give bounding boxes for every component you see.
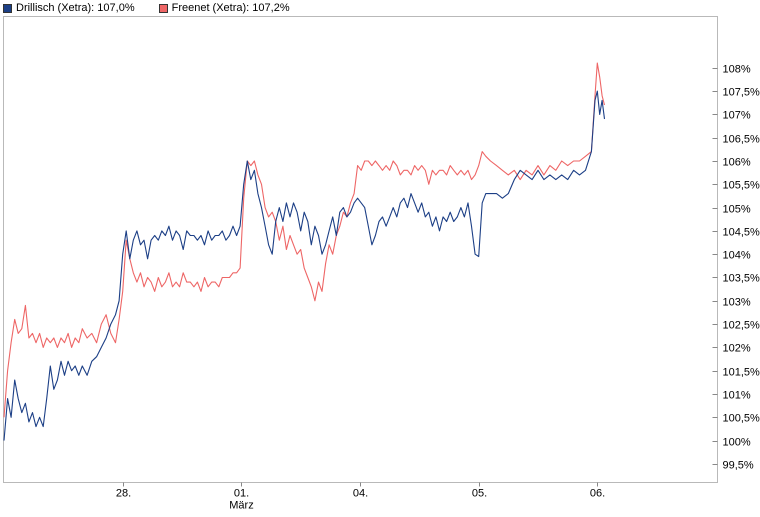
y-tick-label: 101,5% bbox=[723, 367, 760, 379]
x-tick-sublabel: März bbox=[229, 500, 253, 512]
y-tick-label: 100% bbox=[723, 437, 751, 449]
legend-item-freenet[interactable]: Freenet (Xetra): 107,2% bbox=[158, 2, 290, 14]
y-tick-label: 103,5% bbox=[723, 273, 760, 285]
y-tick-label: 104% bbox=[723, 250, 751, 262]
y-tick-label: 102% bbox=[723, 343, 751, 355]
legend-item-drillisch[interactable]: Drillisch (Xetra): 107,0% bbox=[3, 2, 135, 14]
y-tick-label: 100,5% bbox=[723, 413, 760, 425]
series-layer bbox=[3, 62, 606, 441]
y-tick-label: 106% bbox=[723, 157, 751, 169]
x-tick-label: 06. bbox=[590, 488, 605, 500]
legend-swatch-drillisch bbox=[3, 3, 12, 13]
y-tick-label: 105% bbox=[723, 204, 751, 216]
plot-area-frame bbox=[3, 16, 718, 483]
legend: Drillisch (Xetra): 107,0% Freenet (Xetra… bbox=[3, 1, 314, 15]
legend-label-drillisch: Drillisch (Xetra): 107,0% bbox=[16, 2, 135, 14]
x-tick-label: 28. bbox=[116, 488, 131, 500]
y-tick-label: 106,5% bbox=[723, 134, 760, 146]
y-tick-label: 102,5% bbox=[723, 320, 760, 332]
x-tick-label: 01. bbox=[234, 488, 249, 500]
legend-label-freenet: Freenet (Xetra): 107,2% bbox=[171, 2, 290, 14]
y-tick-label: 101% bbox=[723, 390, 751, 402]
x-tick-label: 04. bbox=[353, 488, 368, 500]
y-tick-label: 99,5% bbox=[723, 460, 754, 472]
y-tick-label: 105,5% bbox=[723, 180, 760, 192]
y-tick-label: 103% bbox=[723, 297, 751, 309]
y-tick-label: 107,5% bbox=[723, 87, 760, 99]
x-tick-label: 05. bbox=[472, 488, 487, 500]
y-tick-label: 104,5% bbox=[723, 227, 760, 239]
y-tick-label: 108% bbox=[723, 64, 751, 76]
series-line-freenet bbox=[3, 62, 606, 418]
series-line-drillisch bbox=[3, 90, 606, 441]
legend-swatch-freenet bbox=[158, 3, 168, 13]
y-tick-label: 107% bbox=[723, 110, 751, 122]
axis-layer: 108% 107,5% 107% 106,5% 106% 105,5% 105% 104,5%… bbox=[116, 64, 760, 512]
